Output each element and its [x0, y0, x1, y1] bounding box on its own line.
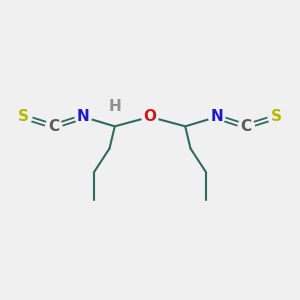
Text: C: C	[48, 119, 59, 134]
Circle shape	[46, 118, 62, 134]
Text: O: O	[143, 110, 157, 124]
Text: N: N	[77, 110, 90, 124]
Circle shape	[238, 118, 254, 134]
Text: C: C	[241, 119, 252, 134]
Circle shape	[208, 109, 225, 125]
Circle shape	[268, 109, 284, 125]
Text: N: N	[210, 110, 223, 124]
Text: S: S	[18, 110, 29, 124]
Circle shape	[142, 109, 158, 125]
Text: S: S	[271, 110, 282, 124]
Circle shape	[16, 109, 32, 125]
Text: H: H	[108, 99, 121, 114]
Circle shape	[108, 100, 122, 113]
Circle shape	[75, 109, 92, 125]
